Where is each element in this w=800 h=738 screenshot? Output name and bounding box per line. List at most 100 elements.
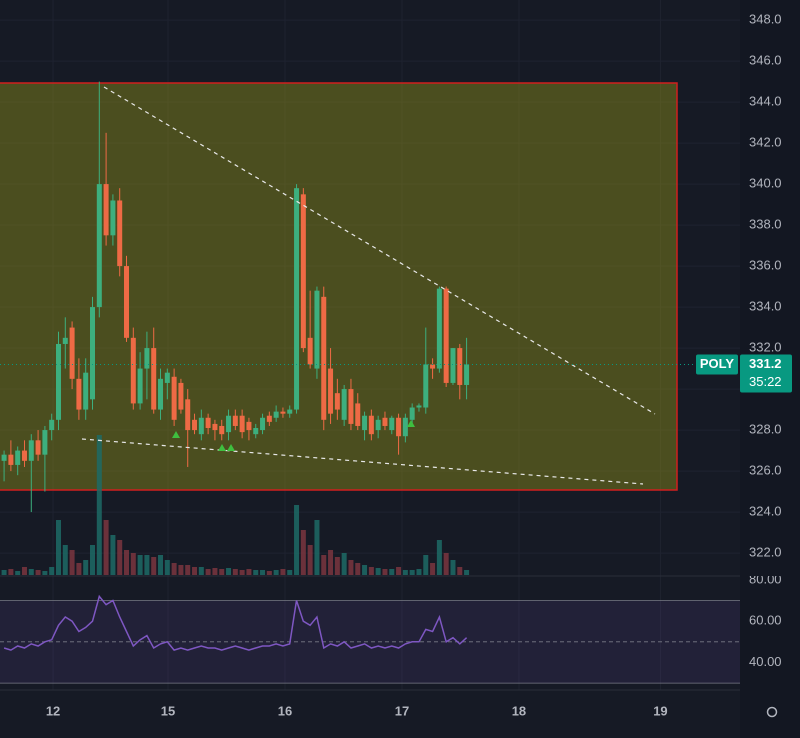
volume-bar	[103, 520, 109, 575]
candle-body	[117, 200, 123, 267]
volume-bar	[273, 570, 279, 575]
candle-body	[212, 423, 218, 431]
price-tag: POLY 331.2 35:22	[0, 354, 792, 393]
volume-bar	[69, 550, 75, 575]
candle-body	[300, 194, 306, 349]
volume-bar	[185, 565, 191, 575]
candle-body	[144, 348, 150, 369]
symbol-box	[696, 354, 738, 375]
volume-bar	[423, 555, 429, 575]
volume-bar	[396, 567, 402, 575]
signal	[218, 444, 226, 451]
volume-bar	[90, 545, 95, 575]
candle-body	[266, 415, 272, 422]
volume	[1, 435, 470, 575]
x-tick-label: 17	[395, 703, 409, 718]
y-tick-label: 332.0	[749, 340, 782, 355]
symbol-label: POLY	[700, 356, 735, 371]
volume-bar	[21, 567, 27, 575]
candles	[1, 81, 470, 513]
y-tick-label: 346.0	[749, 53, 782, 68]
volume-bar	[124, 550, 130, 575]
volume-bar	[28, 569, 34, 575]
candle-body	[362, 415, 368, 431]
volume-bar	[171, 563, 177, 575]
volume-bar	[409, 570, 415, 575]
y-tick-label: 328.0	[749, 422, 782, 437]
volume-bar	[205, 569, 211, 575]
candle-body	[21, 450, 27, 461]
volume-bar	[8, 569, 14, 575]
candle-body	[171, 376, 177, 420]
candle-body	[287, 409, 293, 414]
last-price-label: 331.2	[749, 356, 782, 371]
volume-bar	[314, 520, 320, 575]
candle-body	[226, 415, 232, 433]
volume-bar	[328, 550, 334, 575]
candle-body	[341, 389, 347, 420]
countdown-label: 35:22	[749, 374, 782, 389]
candle-body	[42, 430, 48, 455]
volume-bar	[355, 563, 361, 575]
volume-bar	[164, 560, 170, 575]
candle-body	[158, 378, 164, 410]
volume-bar	[42, 571, 48, 575]
x-tick-label: 16	[278, 703, 292, 718]
volume-bar	[198, 567, 204, 575]
signals	[172, 420, 415, 451]
candle-body	[321, 296, 327, 420]
candle-body	[15, 450, 21, 465]
volume-bar	[253, 570, 259, 575]
rsi-tick-label: 60.00	[749, 613, 782, 628]
volume-bar	[457, 567, 463, 575]
volume-bar	[62, 545, 68, 575]
volume-bar	[294, 505, 300, 575]
volume-bar	[300, 530, 306, 575]
candle-body	[389, 417, 395, 431]
candle-body	[1, 454, 7, 461]
candle-body	[69, 327, 75, 379]
volume-bar	[226, 568, 232, 575]
x-tick-label: 15	[161, 703, 175, 718]
candle-body	[443, 288, 449, 383]
volume-bar	[239, 570, 245, 575]
candle-body	[76, 378, 82, 410]
candle-body	[396, 417, 402, 437]
volume-bar	[1, 570, 7, 575]
volume-bar	[96, 435, 102, 575]
volume-bar	[368, 567, 374, 575]
volume-bar	[158, 555, 164, 575]
y-tick-label: 334.0	[749, 299, 782, 314]
candle-body	[280, 411, 286, 414]
candle-body	[205, 417, 211, 429]
candle-body	[260, 417, 266, 431]
candle-body	[409, 407, 415, 420]
candle-body	[164, 372, 170, 383]
candle-body	[402, 417, 408, 437]
range-box	[0, 82, 678, 491]
volume-bar	[192, 567, 198, 575]
signal	[407, 420, 415, 427]
volume-bar	[266, 571, 272, 575]
volume-bar	[443, 553, 449, 575]
signal	[172, 431, 180, 438]
volume-bar	[287, 570, 293, 575]
candle-body	[192, 419, 198, 431]
volume-bar	[362, 565, 368, 575]
candle-body	[307, 337, 313, 365]
candle-body	[423, 364, 429, 408]
candle-body	[328, 368, 334, 414]
y-tick-label: 324.0	[749, 504, 782, 519]
candle-body	[382, 417, 388, 426]
rsi-band	[0, 600, 740, 684]
candle-body	[55, 343, 61, 420]
settings-icon[interactable]	[766, 706, 778, 718]
volume-bar	[436, 540, 442, 575]
volume-bar	[83, 560, 89, 575]
candle-body	[28, 440, 34, 461]
y-tick-label: 322.0	[749, 545, 782, 560]
rsi-tick-label: 40.00	[749, 654, 782, 669]
volume-bar	[260, 570, 266, 575]
volume-bar	[307, 545, 313, 575]
